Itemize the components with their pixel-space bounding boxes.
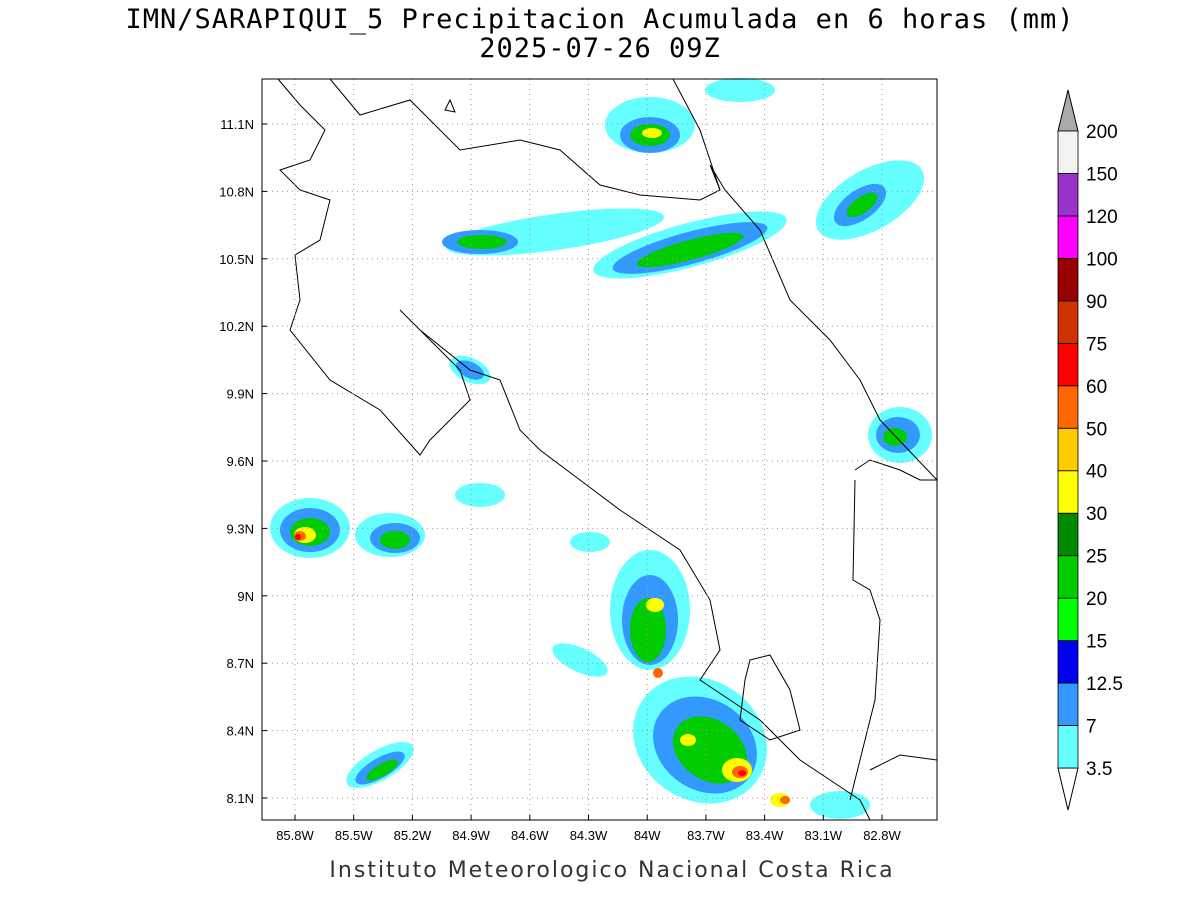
colorbar-label: 60 xyxy=(1086,377,1107,398)
colorbar-bin xyxy=(1057,385,1079,429)
lon-tick-label: 83.4W xyxy=(746,828,784,843)
lon-tick-label: 84.3W xyxy=(570,828,608,843)
colorbar-bin xyxy=(1057,597,1079,642)
colorbar-bin xyxy=(1057,342,1079,387)
colorbar-bin xyxy=(1057,300,1079,344)
lat-tick-label: 10.2N xyxy=(219,319,254,334)
lon-tick-label: 84.6W xyxy=(511,828,549,843)
colorbar-label: 200 xyxy=(1086,122,1118,143)
colorbar-bin xyxy=(1057,725,1079,769)
lon-tick-label: 84.9W xyxy=(452,828,490,843)
colorbar-bin xyxy=(1057,682,1079,726)
colorbar-bin xyxy=(1057,215,1079,259)
colorbar-label: 25 xyxy=(1086,547,1107,568)
lat-tick-label: 10.8N xyxy=(219,184,254,199)
map-frame xyxy=(261,78,938,821)
lon-tick-label: 85.8W xyxy=(276,828,314,843)
colorbar-label: 100 xyxy=(1086,249,1118,270)
lat-tick-label: 9.6N xyxy=(227,454,254,469)
coastline xyxy=(277,78,938,821)
title: IMN/SARAPIQUI_5 Precipitacion Acumulada … xyxy=(125,4,1074,35)
colorbar-bin xyxy=(1057,173,1079,217)
lon-tick-label: 85.2W xyxy=(394,828,432,843)
colorbar-label: 40 xyxy=(1086,462,1107,483)
colorbar-label: 50 xyxy=(1086,419,1107,440)
precip-field xyxy=(270,78,932,819)
colorbar-label: 12.5 xyxy=(1086,674,1123,695)
colorbar-label: 90 xyxy=(1086,292,1107,313)
colorbar-label: 150 xyxy=(1086,164,1118,185)
colorbar-bin xyxy=(1057,427,1079,472)
colorbar-label: 15 xyxy=(1086,632,1107,653)
lat-tick-label: 9.3N xyxy=(227,521,254,536)
colorbar-bin xyxy=(1057,257,1079,302)
over-arrow xyxy=(1057,89,1079,132)
colorbar-bin xyxy=(1057,555,1079,599)
colorbar-label: 20 xyxy=(1086,589,1107,610)
colorbar-label: 3.5 xyxy=(1086,759,1112,780)
graticule xyxy=(262,79,937,820)
colorbar-label: 7 xyxy=(1086,717,1097,738)
colorbar-bin xyxy=(1057,470,1079,514)
lat-tick-label: 11.1N xyxy=(220,117,254,132)
lat-tick-label: 8.1N xyxy=(227,791,254,806)
lon-tick-label: 82.8W xyxy=(863,828,901,843)
lon-tick-label: 83.7W xyxy=(687,828,725,843)
lat-tick-label: 8.4N xyxy=(227,724,254,739)
colorbar-bin xyxy=(1057,512,1079,557)
lon-tick-label: 85.5W xyxy=(335,828,373,843)
subtitle: 2025-07-26 09Z xyxy=(479,33,721,64)
lat-tick-label: 10.5N xyxy=(219,252,254,267)
map xyxy=(261,78,938,821)
colorbar-bin xyxy=(1057,130,1079,174)
lat-tick-label: 8.7N xyxy=(227,656,254,671)
lon-tick-label: 83.1W xyxy=(805,828,843,843)
colorbar-label: 75 xyxy=(1086,334,1107,355)
colorbar-bin xyxy=(1057,640,1079,684)
lat-tick-label: 9N xyxy=(237,589,254,604)
under-arrow xyxy=(1057,767,1079,811)
footer: Instituto Meteorologico Nacional Costa R… xyxy=(329,858,894,883)
colorbar-label: 120 xyxy=(1086,207,1118,228)
lon-tick-label: 84W xyxy=(634,828,661,843)
colorbar-label: 30 xyxy=(1086,504,1107,525)
lat-tick-label: 9.9N xyxy=(227,387,254,402)
colorbar: 3.5 7 12.5 15 20 25 30 40 50 60 75 90 100 120 150 200 xyxy=(1057,89,1123,811)
